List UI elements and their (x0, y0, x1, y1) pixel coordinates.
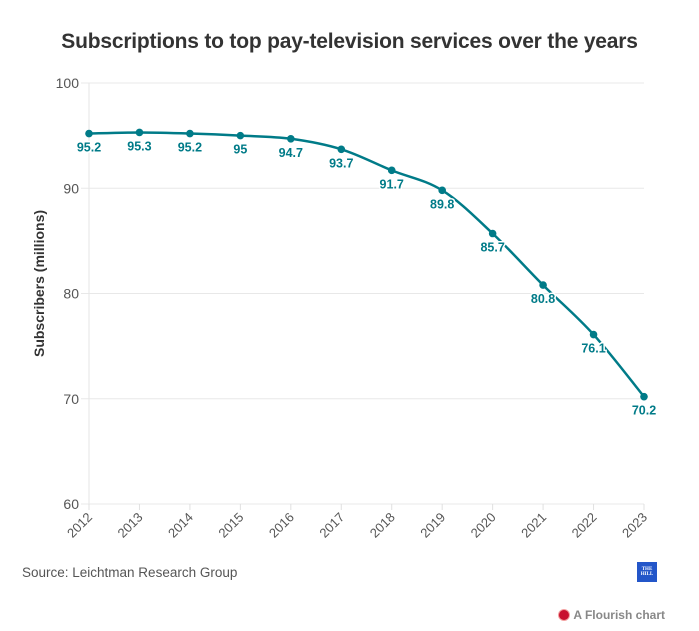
data-point (236, 131, 245, 140)
y-tick-label: 80 (63, 286, 79, 302)
source-note: Source: Leichtman Research Group (22, 565, 238, 580)
data-label: 95 (233, 143, 247, 157)
data-point (640, 392, 648, 401)
data-point (337, 145, 346, 154)
data-point (387, 166, 396, 175)
data-label: 95.3 (127, 139, 151, 153)
data-label: 91.7 (380, 177, 404, 191)
x-tick-label: 2021 (518, 510, 549, 541)
x-tick-label: 2017 (316, 510, 347, 541)
data-label: 76.1 (581, 342, 605, 356)
x-tick-label: 2020 (468, 510, 499, 541)
line-chart: 60 70 80 90 100 2012 2013 2014 2015 2016 2017 2018 2… (31, 75, 658, 541)
logo-line-1: THE (641, 567, 653, 572)
data-point (186, 129, 194, 138)
data-point (539, 281, 547, 289)
data-label: 80.8 (531, 292, 555, 306)
data-point (438, 186, 446, 195)
y-tick-label: 90 (63, 180, 79, 196)
x-tick-label: 2012 (64, 510, 95, 541)
x-tick-label: 2013 (115, 510, 146, 541)
y-tick-label: 60 (63, 496, 79, 512)
x-tick-label: 2014 (165, 510, 196, 541)
chart-title: Subscriptions to top pay-television serv… (61, 30, 638, 53)
data-point (589, 330, 598, 339)
data-point (287, 134, 295, 143)
data-point (488, 229, 497, 238)
x-tick-label: 2016 (266, 510, 297, 541)
y-axis-title: Subscribers (millions) (31, 210, 47, 357)
data-point (85, 129, 93, 138)
data-label: 70.2 (632, 404, 656, 418)
x-tick-label: 2019 (417, 510, 448, 541)
the-hill-logo[interactable]: THE HILL (637, 562, 657, 582)
data-label: 95.2 (77, 141, 101, 155)
flourish-credit-link[interactable]: A Flourish chart (559, 608, 665, 622)
data-label: 85.7 (480, 241, 504, 255)
x-tick-label: 2018 (367, 510, 398, 541)
series-line (88, 131, 645, 398)
x-tick-label: 2015 (215, 510, 246, 541)
data-label: 93.7 (329, 156, 353, 170)
data-label: 94.7 (279, 146, 303, 160)
flourish-logo-icon (559, 610, 570, 620)
data-label: 95.2 (178, 141, 202, 155)
y-tick-label: 100 (56, 75, 80, 91)
data-point (135, 128, 144, 137)
data-label: 89.8 (430, 197, 454, 211)
flourish-credit-label: A Flourish chart (573, 608, 665, 622)
logo-line-2: HILL (640, 572, 654, 577)
x-tick-label: 2022 (569, 510, 600, 541)
y-tick-label: 70 (63, 391, 79, 407)
x-tick-label: 2023 (619, 510, 650, 541)
